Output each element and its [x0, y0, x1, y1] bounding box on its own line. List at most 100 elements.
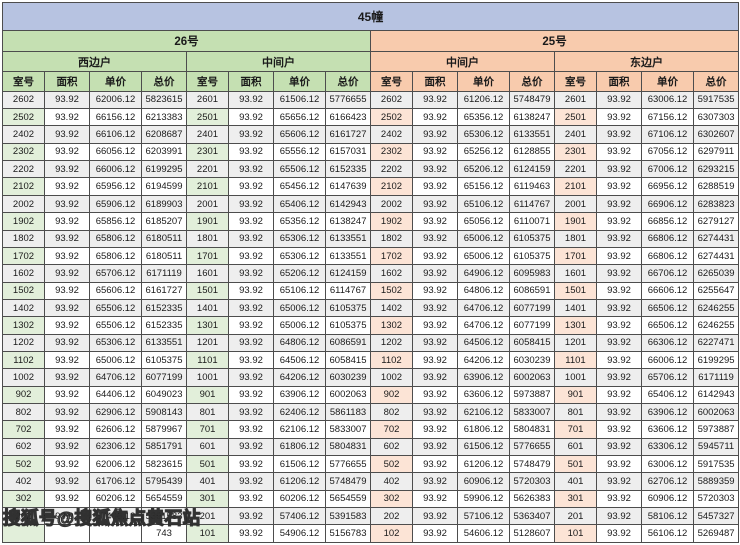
total-price-cell: 5973887 [509, 385, 555, 404]
unit-price-cell: 65406.12 [641, 385, 694, 404]
total-price-cell: 6180511 [141, 246, 187, 266]
area-cell: 93.92 [228, 350, 274, 370]
unit-price-cell: 64706.12 [89, 368, 142, 387]
room-cell: 1502 [370, 281, 413, 300]
col-header-total-price: 总价 [509, 71, 555, 92]
table-row: 2402 93.92 66106.12 6208687 2401 93.92 65606.1… [2, 125, 740, 144]
room-cell: 201 [186, 507, 229, 526]
room-cell: 201 [554, 507, 597, 526]
unit-price-cell: 66906.12 [641, 194, 694, 214]
total-price-cell: 5804831 [325, 437, 371, 456]
unit-price-cell: 65706.12 [89, 264, 142, 283]
unit-price-cell: 63906.12 [457, 368, 510, 387]
col-header-total-price: 总价 [325, 71, 371, 92]
room-cell: 101 [186, 524, 229, 543]
area-cell: 93.92 [596, 524, 642, 543]
total-price-cell: 5720303 [509, 472, 555, 491]
area-cell: 93.92 [596, 402, 642, 422]
area-cell: 93.92 [412, 420, 458, 439]
total-price-cell: 5879967 [141, 420, 187, 439]
total-price-cell: 6166423 [325, 108, 371, 127]
room-cell: 2201 [554, 160, 597, 179]
unit-price-cell: 65706.12 [641, 368, 694, 387]
unit-price-cell: 67006.12 [641, 160, 694, 179]
room-cell: 2102 [2, 177, 45, 196]
room-cell: 1202 [370, 333, 413, 352]
total-price-cell: 5776655 [509, 437, 555, 456]
unit-price-cell: 65506.12 [89, 316, 142, 335]
area-cell: 93.92 [44, 472, 90, 491]
unit-price-cell: 61206.12 [457, 90, 510, 110]
unit-price-cell: 66506.12 [641, 316, 694, 335]
area-cell: 93.92 [228, 90, 274, 110]
unit-price-cell: 65006.12 [273, 316, 326, 335]
unit-type-middle-26: 中间户 [186, 50, 371, 73]
room-cell: 1601 [554, 264, 597, 283]
area-cell: 93.92 [412, 385, 458, 404]
total-price-cell: 6086591 [325, 333, 371, 352]
room-cell: 1701 [554, 246, 597, 266]
total-price-cell: 6133551 [141, 333, 187, 352]
unit-price-cell: 65806.12 [89, 229, 142, 248]
room-cell: 2001 [186, 194, 229, 214]
area-cell: 93.92 [44, 437, 90, 456]
room-cell: 401 [186, 472, 229, 491]
unit-price-cell: 62106.12 [273, 420, 326, 439]
room-cell: 702 [370, 420, 413, 439]
area-cell: 93.92 [596, 472, 642, 491]
total-price-cell: 6128855 [509, 142, 555, 162]
total-price-cell: 6208687 [141, 125, 187, 144]
col-header-room: 室号 [2, 71, 45, 92]
total-price-cell: 6095983 [509, 264, 555, 283]
room-cell: 1801 [554, 229, 597, 248]
room-cell: 2602 [2, 90, 45, 110]
unit-price-cell: 66806.12 [641, 246, 694, 266]
room-cell: 2102 [370, 177, 413, 196]
room-cell: 1502 [2, 281, 45, 300]
area-cell: 93.92 [228, 368, 274, 387]
room-cell: 801 [554, 402, 597, 422]
room-cell: 2302 [370, 142, 413, 162]
area-cell: 93.92 [228, 229, 274, 248]
room-cell: 602 [370, 437, 413, 456]
unit-price-cell: 65256.12 [457, 142, 510, 162]
unit-price-cell: 63906.12 [641, 402, 694, 422]
area-cell: 93.92 [412, 402, 458, 422]
total-price-cell: 6119463 [509, 177, 555, 196]
area-cell: 93.92 [412, 489, 458, 509]
room-cell: 1801 [186, 229, 229, 248]
unit-price-cell: 63306.12 [641, 437, 694, 456]
area-cell: 93.92 [412, 194, 458, 214]
room-cell: 1302 [370, 316, 413, 335]
col-header-unit-price: 单价 [457, 71, 510, 92]
area-cell: 93.92 [596, 177, 642, 196]
total-price-cell: 5748479 [325, 472, 371, 491]
room-cell: 2101 [186, 177, 229, 196]
total-price-cell: 5391583 [141, 507, 187, 526]
unit-price-cell: 65406.12 [273, 194, 326, 214]
unit-price-cell: 65806.12 [89, 246, 142, 266]
unit-price-cell: 62706.12 [641, 472, 694, 491]
unit-price-cell: 65156.12 [457, 177, 510, 196]
room-cell: 302 [2, 489, 45, 509]
total-price-cell: 6203991 [141, 142, 187, 162]
unit-price-cell: 65206.12 [273, 264, 326, 283]
area-cell: 93.92 [596, 90, 642, 110]
room-cell: 501 [554, 454, 597, 474]
room-cell: 1001 [554, 368, 597, 387]
building-header-row: 26号 25号 [2, 29, 740, 52]
table-row: 1902 93.92 65856.12 6185207 1901 93.92 65356.1… [2, 212, 740, 231]
unit-price-cell: 65106.12 [273, 281, 326, 300]
area-cell: 93.92 [596, 281, 642, 300]
unit-price-cell: 67156.12 [641, 108, 694, 127]
area-cell: 93.92 [228, 402, 274, 422]
total-price-cell: 5833007 [509, 402, 555, 422]
room-cell: 801 [186, 402, 229, 422]
room-cell: 902 [2, 385, 45, 404]
room-cell: 1602 [2, 264, 45, 283]
total-price-cell: 5626383 [509, 489, 555, 509]
unit-price-cell: 61806.12 [273, 437, 326, 456]
room-cell: 501 [186, 454, 229, 474]
area-cell: 93.92 [228, 160, 274, 179]
